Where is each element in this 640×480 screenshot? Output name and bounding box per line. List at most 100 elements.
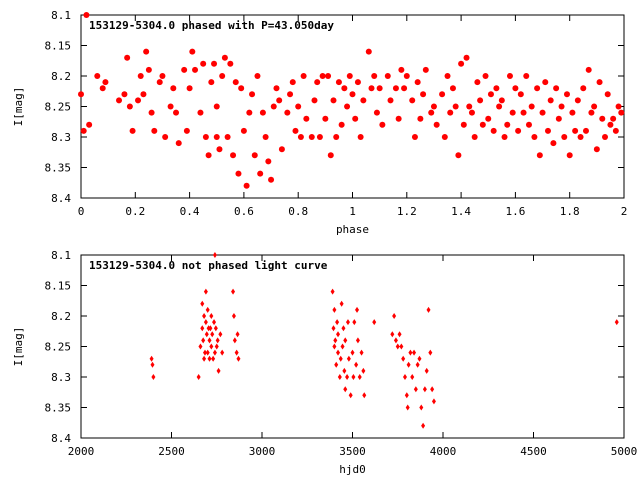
data-point — [236, 355, 241, 362]
data-point — [593, 146, 600, 153]
data-point — [501, 134, 508, 140]
data-point — [231, 313, 236, 319]
y-axis-label: I[mag] — [12, 87, 25, 127]
data-point — [202, 313, 207, 319]
plot-frame — [80, 254, 625, 439]
y-tick-label: 8.4 — [51, 192, 71, 205]
data-point — [137, 73, 144, 79]
data-point — [213, 134, 220, 140]
data-point — [246, 109, 253, 116]
data-point — [441, 134, 448, 140]
data-point — [428, 109, 435, 116]
data-points — [78, 12, 625, 189]
data-point — [214, 343, 219, 350]
unphased-panel: 2000 2500 3000 3500 4000 4500 5000 8.1 8.15 8.2 8.… — [12, 249, 637, 476]
data-point — [83, 12, 90, 18]
data-point — [346, 73, 353, 79]
data-point — [561, 134, 568, 140]
data-point — [150, 361, 155, 368]
data-point — [395, 115, 402, 122]
x-tick-label: 0.6 — [234, 205, 254, 218]
data-point — [487, 91, 494, 98]
x-tick-label: 0.2 — [125, 205, 145, 218]
data-point — [352, 115, 359, 122]
data-point — [235, 331, 240, 338]
data-point — [240, 127, 247, 134]
data-point — [208, 79, 215, 86]
data-point — [544, 127, 551, 134]
data-point — [368, 85, 375, 92]
y-tick-label: 8.4 — [51, 432, 71, 445]
data-point — [273, 85, 280, 92]
data-point — [332, 343, 337, 350]
data-point — [512, 85, 519, 92]
data-point — [401, 355, 406, 362]
data-point — [219, 73, 226, 79]
data-point — [202, 134, 209, 140]
data-point — [536, 152, 543, 159]
x-tick-label: 2500 — [158, 445, 185, 458]
data-point — [477, 97, 484, 104]
data-point — [175, 140, 182, 147]
data-point — [254, 73, 261, 79]
x-tick-label: 5000 — [611, 445, 638, 458]
data-point — [387, 97, 394, 104]
y-axis-label: I[mag] — [12, 327, 25, 367]
data-point — [346, 355, 351, 362]
data-point — [345, 374, 350, 380]
data-point — [599, 115, 606, 122]
data-point — [572, 127, 579, 134]
data-point — [99, 85, 106, 92]
data-point — [148, 109, 155, 116]
data-point — [129, 127, 136, 134]
data-point — [333, 337, 338, 344]
data-point — [207, 337, 212, 344]
data-point — [151, 374, 156, 380]
data-point — [208, 325, 213, 332]
data-point — [357, 374, 362, 380]
data-point — [520, 109, 527, 116]
data-point — [270, 103, 277, 110]
data-point — [322, 115, 329, 122]
data-point — [205, 306, 210, 313]
data-point — [566, 152, 573, 159]
data-point — [311, 97, 318, 104]
data-point — [230, 152, 237, 159]
data-point — [397, 331, 402, 338]
data-point — [207, 355, 212, 362]
x-tick-label: 0.4 — [180, 205, 200, 218]
data-point — [209, 343, 214, 350]
data-point — [398, 66, 405, 73]
data-point — [490, 127, 497, 134]
data-point — [515, 127, 522, 134]
x-tick-label: 4500 — [520, 445, 547, 458]
chart-title: 153129-5304.0 not phased light curve — [89, 259, 328, 272]
data-point — [433, 121, 440, 128]
data-point — [591, 103, 598, 110]
data-point — [417, 115, 424, 122]
data-point — [439, 91, 446, 98]
data-point — [162, 134, 169, 140]
data-point — [618, 109, 625, 116]
data-point — [335, 319, 340, 326]
data-point — [265, 158, 272, 165]
data-point — [601, 134, 608, 140]
y-tick-label: 8.1 — [51, 9, 71, 22]
data-point — [392, 85, 399, 92]
y-tick-label: 8.3 — [51, 371, 71, 384]
data-point — [569, 109, 576, 116]
data-point — [102, 79, 109, 86]
data-point — [284, 109, 291, 116]
data-point — [352, 319, 357, 326]
data-point — [362, 392, 367, 399]
data-point — [215, 337, 220, 344]
data-point — [297, 134, 304, 140]
data-point — [221, 54, 228, 61]
data-point — [332, 306, 337, 313]
x-tick-label: 0.8 — [288, 205, 308, 218]
data-point — [614, 319, 619, 326]
data-point — [316, 134, 323, 140]
data-point — [259, 109, 266, 116]
data-point — [334, 361, 339, 368]
data-point — [354, 361, 359, 368]
